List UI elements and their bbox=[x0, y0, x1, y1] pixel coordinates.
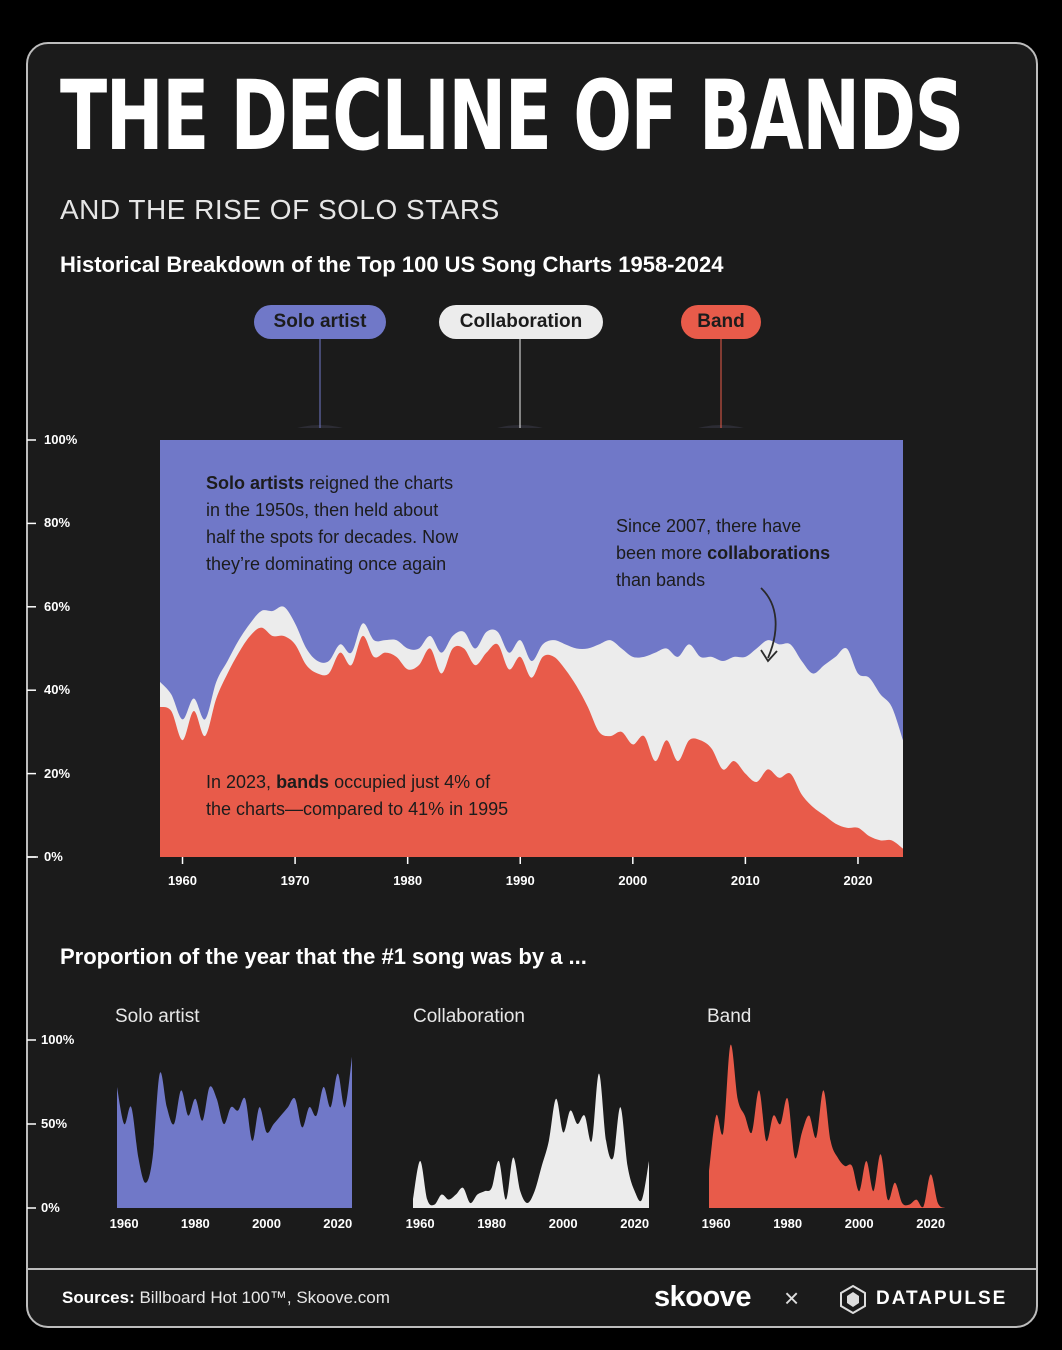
legend-solo-artist: Solo artist bbox=[254, 305, 386, 339]
y-tick-label: 0% bbox=[44, 849, 63, 864]
arrow-head-icon bbox=[760, 649, 778, 663]
mini-y-tick-label: 0% bbox=[41, 1200, 60, 1215]
mini-area-collaboration bbox=[413, 1073, 649, 1208]
mini-x-tick-label: 1980 bbox=[180, 1216, 210, 1231]
mini-x-tick-label: 2020 bbox=[916, 1216, 946, 1231]
y-tick-label: 40% bbox=[44, 682, 71, 698]
x-tick-label: 1970 bbox=[280, 873, 310, 888]
area-band bbox=[160, 627, 903, 857]
footer-divider bbox=[26, 1268, 1038, 1270]
mini-chart-title-band: Band bbox=[707, 1006, 752, 1027]
mini-x-tick-label: 1960 bbox=[405, 1216, 435, 1231]
y-tick-label: 60% bbox=[44, 598, 71, 614]
y-tick-label: 20% bbox=[44, 765, 71, 781]
skoove-logo: skoove bbox=[654, 1281, 751, 1313]
datapulse-logo: DATAPULSE bbox=[876, 1288, 1008, 1309]
mini-x-tick-label: 1960 bbox=[701, 1216, 731, 1231]
legend-band: Band bbox=[681, 305, 761, 339]
x-tick-label: 1980 bbox=[393, 873, 423, 888]
mini-x-tick-label: 2000 bbox=[844, 1216, 874, 1231]
mini-x-tick-label: 1960 bbox=[109, 1216, 139, 1231]
mini-x-tick-label: 1980 bbox=[477, 1216, 507, 1231]
x-tick-label: 2000 bbox=[618, 873, 648, 888]
mini-y-tick-label: 100% bbox=[41, 1032, 75, 1047]
datapulse-logo-icon bbox=[840, 1284, 866, 1314]
mini-x-tick-label: 2020 bbox=[323, 1216, 353, 1231]
page-subtitle: AND THE RISE OF SOLO STARS bbox=[60, 194, 500, 225]
mini-chart-title-collaboration: Collaboration bbox=[413, 1006, 525, 1027]
annotation-collaboration: Since 2007, there have been more collabo… bbox=[616, 516, 831, 590]
x-tick-label: 1960 bbox=[168, 873, 197, 888]
bottom-section-title: Proportion of the year that the #1 song … bbox=[60, 944, 587, 969]
x-tick-label: 2010 bbox=[730, 873, 760, 888]
mini-x-tick-label: 1980 bbox=[773, 1216, 803, 1231]
x-tick-label: 2020 bbox=[843, 873, 873, 888]
annotation-arrow bbox=[760, 587, 777, 659]
x-tick-label: 1990 bbox=[505, 873, 535, 888]
y-tick-label: 80% bbox=[44, 515, 71, 531]
mini-x-tick-label: 2000 bbox=[548, 1216, 578, 1231]
sources-text: Sources: Billboard Hot 100™, Skoove.com bbox=[62, 1288, 390, 1307]
main-chart-title: Historical Breakdown of the Top 100 US S… bbox=[60, 252, 724, 277]
legend-collaboration: Collaboration bbox=[439, 305, 603, 339]
cross-icon: × bbox=[784, 1283, 800, 1313]
y-tick-label: 100% bbox=[44, 432, 78, 447]
page-title: THE DECLINE OF BANDS bbox=[60, 60, 964, 172]
mini-x-tick-label: 2020 bbox=[620, 1216, 650, 1231]
mini-chart-title-solo: Solo artist bbox=[115, 1006, 200, 1027]
annotation-band: In 2023, bands occupied just 4% of the c… bbox=[206, 772, 509, 819]
mini-area-solo bbox=[117, 1056, 352, 1208]
mini-y-tick-label: 50% bbox=[41, 1116, 68, 1131]
mini-area-band bbox=[709, 1044, 945, 1208]
annotation-solo: Solo artists reigned the charts in the 1… bbox=[206, 473, 459, 574]
mini-x-tick-label: 2000 bbox=[252, 1216, 281, 1231]
